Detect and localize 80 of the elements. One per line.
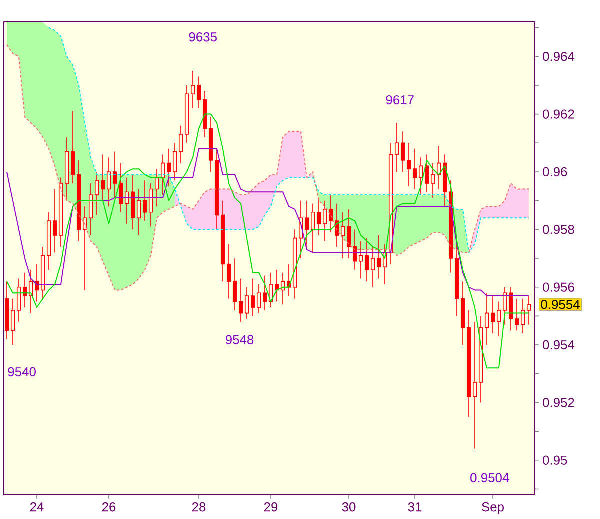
candlestick xyxy=(520,298,526,334)
candlestick xyxy=(106,157,112,207)
candlestick xyxy=(274,270,280,302)
candlestick xyxy=(256,284,262,314)
candlestick xyxy=(166,148,172,187)
candlestick xyxy=(358,240,364,280)
candlestick xyxy=(262,275,268,311)
candlestick xyxy=(52,188,58,254)
candlestick xyxy=(94,172,100,216)
candlestick xyxy=(82,206,88,291)
candlestick xyxy=(400,131,406,172)
x-tick-label: 31 xyxy=(408,502,422,512)
x-tick-label: 26 xyxy=(102,502,116,512)
candlestick xyxy=(526,296,532,326)
x-tick-label: 28 xyxy=(192,502,206,512)
candlestick xyxy=(418,157,424,196)
candlestick xyxy=(136,188,142,236)
candlestick xyxy=(424,154,430,193)
candlestick xyxy=(172,142,178,182)
candlestick xyxy=(316,198,322,236)
candlestick xyxy=(28,270,34,314)
candlestick xyxy=(244,286,250,320)
candlestick xyxy=(10,298,16,346)
candlestick xyxy=(118,162,124,213)
candlestick xyxy=(100,154,106,202)
candlestick xyxy=(322,200,328,242)
annotation: 9617 xyxy=(386,95,414,105)
y-tick-label: 0.956 xyxy=(543,282,574,292)
candlestick xyxy=(148,183,154,228)
y-tick-label: 0.954 xyxy=(543,340,575,350)
annotation: 9548 xyxy=(226,335,254,344)
candlestick xyxy=(190,70,196,109)
candlestick xyxy=(394,122,400,172)
candlestick xyxy=(70,111,76,184)
annotation: 0.9504 xyxy=(470,473,510,483)
candlestick xyxy=(16,278,22,322)
candlestick xyxy=(472,322,478,450)
annotation: 9635 xyxy=(189,32,217,42)
candlestick xyxy=(232,258,238,311)
y-tick-label: 0.964 xyxy=(543,52,575,62)
candlestick xyxy=(370,246,376,288)
text: 0.9554 xyxy=(541,300,580,310)
candlestick xyxy=(178,125,184,164)
y-tick-label: 0.96 xyxy=(543,167,568,177)
candlestick xyxy=(346,209,352,259)
x-tick-label: Sep xyxy=(482,502,504,514)
x-tick-label: 24 xyxy=(30,502,44,512)
y-tick-label: 0.952 xyxy=(543,398,574,408)
y-tick-label: 0.958 xyxy=(543,225,574,234)
candlestick xyxy=(310,203,316,254)
candlestick xyxy=(484,292,490,346)
y-tick-label: 0.95 xyxy=(543,456,568,465)
candlestick xyxy=(88,183,94,236)
candlestick xyxy=(160,154,166,196)
candlestick xyxy=(328,194,334,233)
candlestick xyxy=(280,272,286,306)
candlestick xyxy=(340,212,346,259)
x-tick-label: 29 xyxy=(264,502,278,512)
candlestick xyxy=(430,162,436,198)
annotation: 9540 xyxy=(8,367,36,377)
candlestick xyxy=(196,76,202,109)
candlestick xyxy=(514,298,520,331)
candlestick xyxy=(376,235,382,280)
candlestick xyxy=(238,278,244,322)
candlestick xyxy=(502,286,508,326)
candlestick xyxy=(496,301,502,337)
candlestick xyxy=(112,151,118,198)
candlestick xyxy=(352,229,358,270)
candlestick xyxy=(154,168,160,207)
x-tick-label: 30 xyxy=(342,502,356,512)
candlestick xyxy=(304,200,310,248)
candlestick xyxy=(22,272,28,308)
candlestick xyxy=(406,142,412,187)
candlestick xyxy=(142,180,148,222)
y-tick-label: 0.962 xyxy=(543,110,574,119)
candlestick xyxy=(412,148,418,190)
candlestick xyxy=(226,244,232,300)
candlestick xyxy=(250,278,256,317)
candlestick xyxy=(490,296,496,334)
candlestick xyxy=(364,238,370,282)
